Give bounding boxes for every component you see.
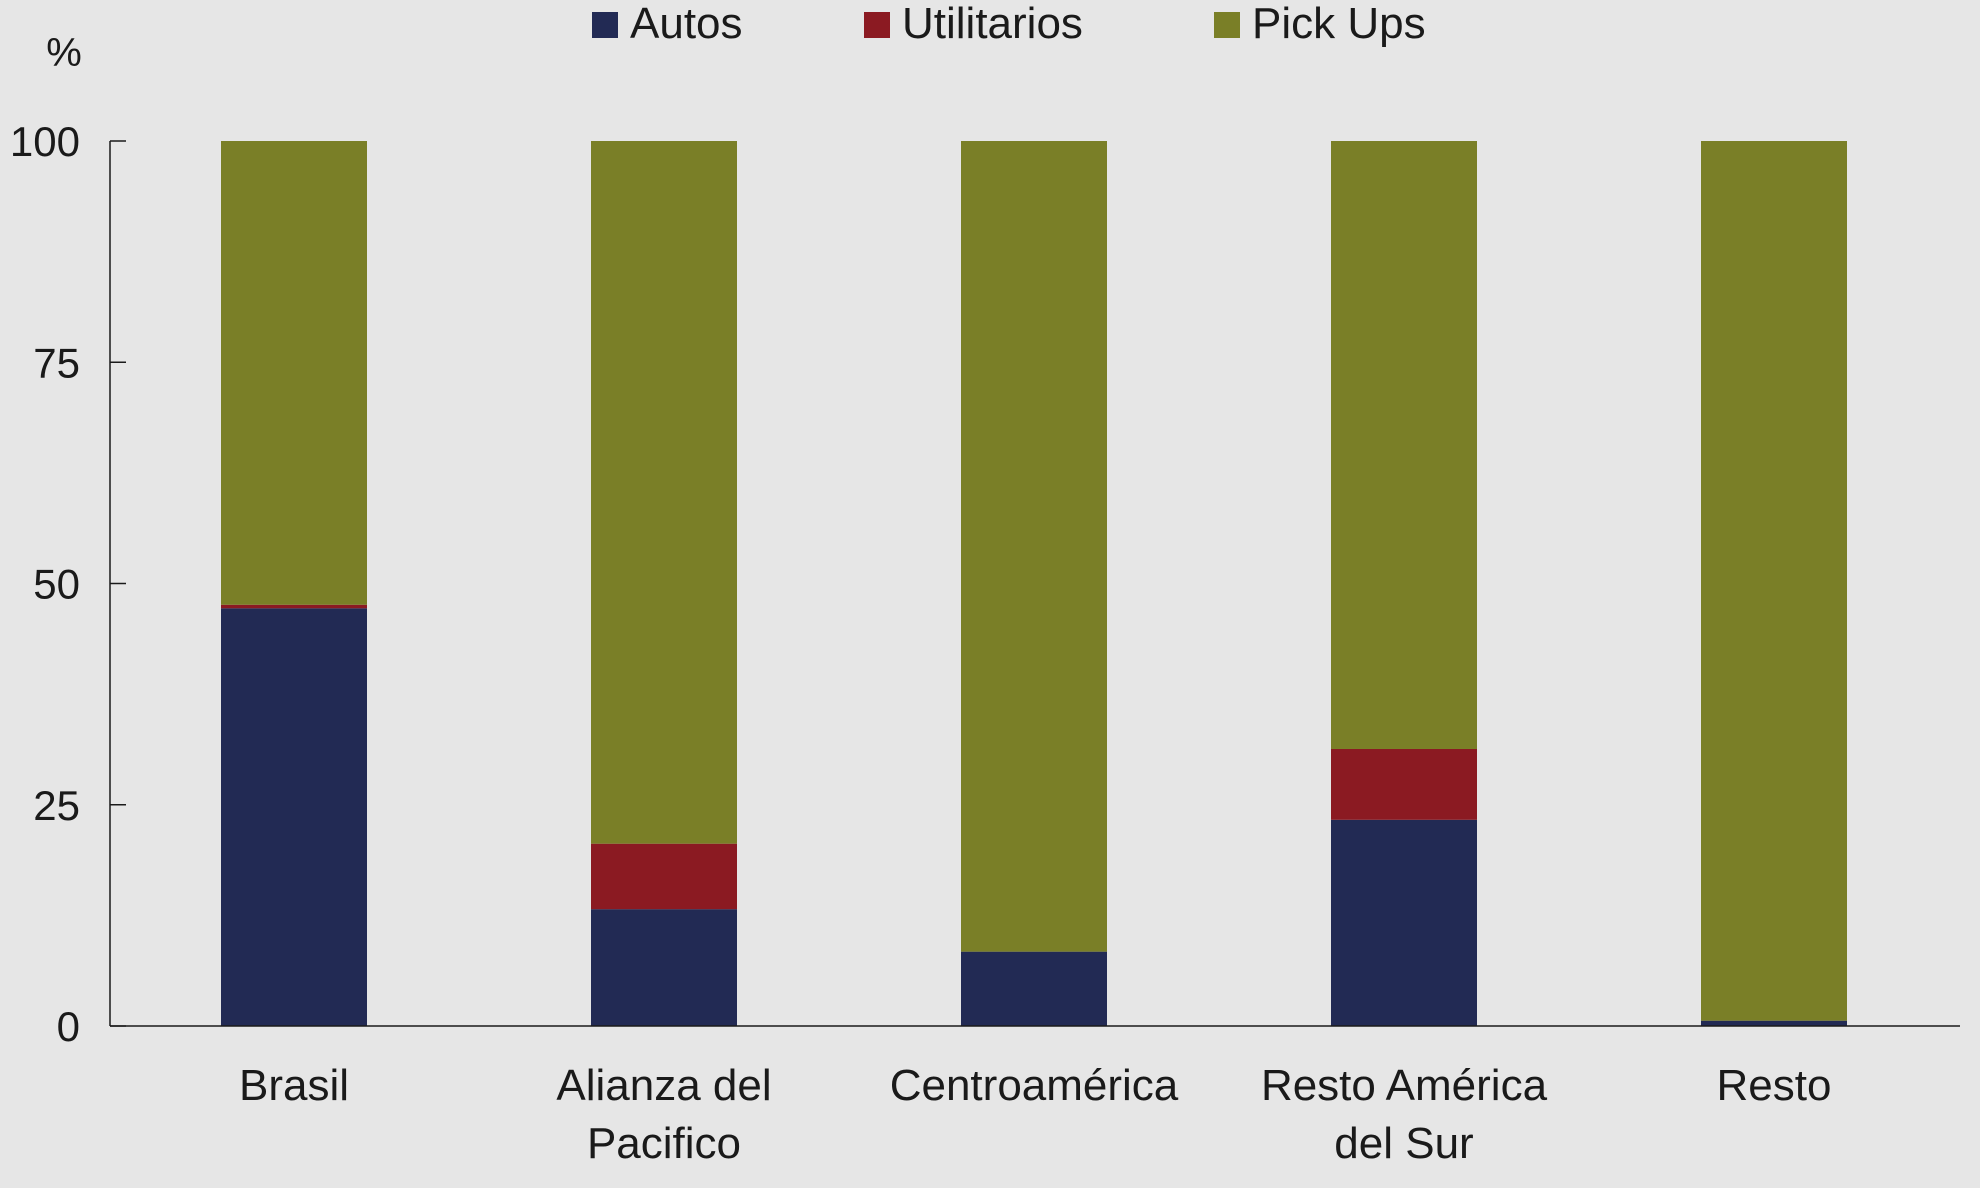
bars <box>221 141 1847 1026</box>
y-axis: 0 25 50 75 100 <box>10 118 126 1050</box>
bar-segment <box>961 951 1107 1026</box>
bar-segment <box>221 608 367 1026</box>
y-unit-label: % <box>46 31 82 75</box>
x-category-label-line: Resto América <box>1261 1061 1548 1110</box>
x-category-label: Centroamérica <box>890 1061 1179 1110</box>
bar-segment <box>1331 748 1477 820</box>
bar-segment <box>961 141 1107 952</box>
bar-segment <box>591 141 737 844</box>
legend-swatch-2 <box>864 12 890 38</box>
y-tick-label: 100 <box>10 118 80 165</box>
bar-segment <box>1701 1020 1847 1026</box>
y-tick-label: 25 <box>33 782 80 829</box>
x-category-label-line: Resto <box>1717 1061 1832 1110</box>
y-tick-label: 50 <box>33 561 80 608</box>
legend-swatch-1 <box>592 12 618 38</box>
bar-segment <box>1701 141 1847 1021</box>
x-category-label: Brasil <box>239 1061 349 1110</box>
bar-segment <box>221 604 367 609</box>
x-category-label-line: Pacifico <box>587 1119 741 1168</box>
y-tick-label: 0 <box>57 1003 80 1050</box>
bar-segment <box>591 843 737 910</box>
x-axis: Brasil Alianza del Pacifico Centroamérica Re… <box>110 1025 1960 1168</box>
x-category-label: Alianza del Pacifico <box>556 1061 771 1168</box>
bar-segment <box>221 141 367 605</box>
bar-segment <box>1331 141 1477 749</box>
x-category-label-line: del Sur <box>1334 1119 1473 1168</box>
legend: Autos Utilitarios Pick Ups <box>592 0 1426 48</box>
bar-segment <box>1331 819 1477 1026</box>
x-category-label-line: Brasil <box>239 1061 349 1110</box>
legend-swatch-3 <box>1214 12 1240 38</box>
legend-label-2: Utilitarios <box>902 0 1083 48</box>
legend-label-1: Autos <box>630 0 743 48</box>
x-category-label-line: Centroamérica <box>890 1061 1179 1110</box>
x-category-label: Resto América del Sur <box>1261 1061 1548 1168</box>
legend-label-3: Pick Ups <box>1252 0 1426 48</box>
y-tick-label: 75 <box>33 339 80 386</box>
x-category-label: Resto <box>1717 1061 1832 1110</box>
bar-segment <box>591 909 737 1026</box>
x-category-label-line: Alianza del <box>556 1061 771 1110</box>
